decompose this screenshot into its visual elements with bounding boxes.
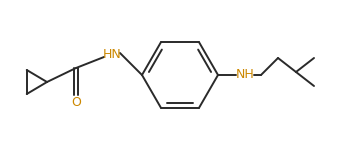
Text: O: O — [71, 96, 81, 108]
Text: HN: HN — [103, 48, 121, 62]
Text: NH: NH — [236, 69, 254, 81]
